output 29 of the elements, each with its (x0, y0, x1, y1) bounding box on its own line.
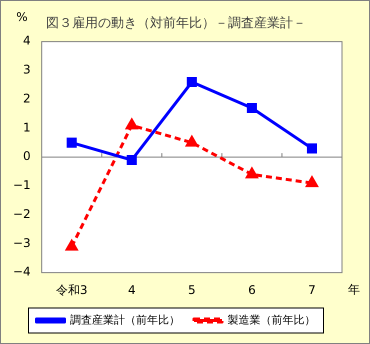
y-tick-label: 4 (23, 34, 31, 48)
point (66, 240, 78, 251)
y-tick-label: 1 (23, 120, 31, 134)
x-tick-label: 4 (128, 282, 136, 297)
y-tick-label: 3 (23, 62, 31, 77)
point (246, 102, 257, 114)
point (246, 168, 258, 178)
y-tick-label: −4 (12, 264, 31, 279)
y-tick-label: −1 (12, 178, 31, 192)
x-tick-label: 7 (308, 282, 316, 297)
x-tick-label: 5 (188, 282, 196, 297)
legend-label: 調査産業計（前年比） (70, 313, 180, 326)
point (66, 138, 77, 148)
chart-title: 図３雇用の動き（対前年比）－調査産業計－ (46, 15, 306, 32)
x-tick-label: 令和3 (56, 282, 88, 297)
point (186, 76, 197, 88)
y-tick-label: −3 (12, 236, 31, 250)
point (126, 154, 137, 166)
x-axis-title: 年 (348, 282, 360, 297)
y-tick-label: −2 (12, 206, 31, 221)
x-tick-label: 6 (248, 282, 256, 297)
legend-label: 製造業（前年比） (228, 313, 316, 326)
point (186, 136, 198, 147)
y-tick-label: 0 (23, 149, 31, 164)
point (306, 143, 318, 154)
y-axis-title: % (16, 10, 28, 24)
point (126, 118, 138, 130)
point (306, 176, 318, 188)
y-tick-label: 2 (23, 91, 31, 106)
